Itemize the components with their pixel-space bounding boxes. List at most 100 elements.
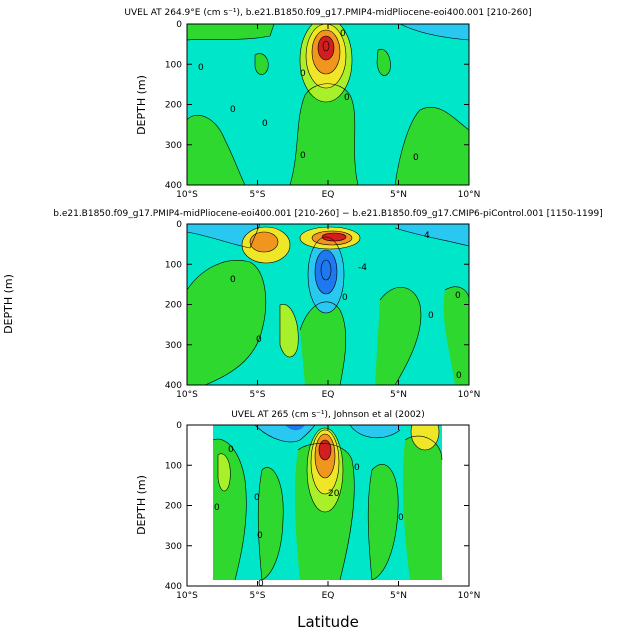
y-tick-label: 300 — [165, 542, 182, 552]
y-tick-label: 300 — [165, 141, 182, 151]
x-tick-label: EQ — [322, 390, 335, 400]
y-tick-label: 0 — [176, 20, 182, 30]
panel-1-contours — [187, 24, 469, 185]
panel-2-contour-labels: 4 -4 0 0 0 0 0 0 — [230, 231, 462, 381]
panel-2-plot-area: 4 -4 0 0 0 0 0 0 — [187, 224, 469, 385]
panel-2-contour-label: 0 — [456, 371, 462, 381]
panel-2-y-axis-label: DEPTH (m) — [2, 274, 15, 334]
panel-3-y-axis-label: DEPTH (m) — [135, 475, 148, 535]
panel-1-contour-label: 0 — [300, 151, 306, 161]
panel-3-contour-label: 20 — [328, 489, 340, 499]
panel-2-cyan-surface-west — [187, 224, 260, 248]
panel-2-contour-label: 0 — [455, 291, 461, 301]
panel-2-contour-label: 0 — [256, 335, 262, 345]
x-tick-label: 10°S — [176, 190, 198, 200]
panel-3-contour-label: 0 — [214, 503, 220, 513]
panel-2-green-north — [375, 287, 421, 385]
panel-3-light-green-blob — [218, 453, 231, 492]
panel-2-contour-label: 0 — [428, 311, 434, 321]
panel-2-contours — [187, 224, 469, 385]
y-tick-label: 0 — [176, 421, 182, 431]
y-tick-label: 300 — [165, 341, 182, 351]
y-tick-label: 100 — [165, 461, 182, 471]
panel-1-shallow-green — [187, 24, 274, 40]
panel-2-cyan-surface-east — [395, 224, 469, 246]
x-tick-label: 5°N — [390, 591, 407, 601]
y-tick-label: 400 — [165, 582, 182, 592]
y-tick-label: 200 — [165, 101, 182, 111]
panel-1-contour-label: 0 — [300, 69, 306, 79]
panel-3-contour-label: 0 — [354, 463, 360, 473]
panel-3: UVEL AT 265 (cm s⁻¹), Johnson et al (200… — [135, 410, 470, 631]
panel-1-cyan-surface — [400, 24, 469, 40]
panel-3-core-ring-4 — [319, 440, 331, 460]
x-tick-label: 5°N — [390, 390, 407, 400]
panel-1-contour-label: 0 — [340, 29, 346, 39]
panel-1-green-equator — [290, 83, 358, 185]
y-tick-label: 200 — [165, 301, 182, 311]
y-tick-label: 100 — [165, 260, 182, 270]
panel-3-plot-area: 0 0 0 0 0 0 20 0 — [212, 425, 443, 589]
panel-1-contour-label: 0 — [413, 153, 419, 163]
x-tick-label: 10°N — [458, 390, 481, 400]
x-tick-label: 5°S — [250, 591, 266, 601]
panel-3-green-east — [402, 436, 442, 580]
panel-3-contour-label: 0 — [257, 531, 263, 541]
panel-3-missing-data — [218, 580, 442, 586]
panel-1-contour-label: 0 — [198, 63, 204, 73]
panel-1-title: UVEL AT 264.9°E (cm s⁻¹), b.e21.B1850.f0… — [124, 8, 531, 18]
y-tick-label: 200 — [165, 502, 182, 512]
panel-3-contour-label: 0 — [398, 513, 404, 523]
panel-2-contour-label: 4 — [424, 231, 430, 241]
panel-2-green-west — [187, 260, 266, 385]
panel-1-green-blob-2 — [377, 49, 391, 76]
panel-2-contour-label: -4 — [358, 263, 367, 273]
panel-1-contour-label: 0 — [344, 93, 350, 103]
panel-1-plot-area: 0 0 0 0 0 0 0 0 — [187, 24, 469, 185]
panel-3-contour-label: 0 — [258, 579, 264, 589]
y-tick-label: 100 — [165, 60, 182, 70]
panel-3-x-axis-label: Latitude — [297, 613, 359, 631]
x-tick-label: 10°N — [458, 591, 481, 601]
panel-3-cyan-surface-2 — [350, 425, 402, 438]
panel-2-positive-core-ring-3 — [322, 233, 346, 241]
x-tick-label: 5°S — [250, 190, 266, 200]
panel-3-title: UVEL AT 265 (cm s⁻¹), Johnson et al (200… — [231, 410, 425, 420]
panel-3-green-north — [368, 464, 399, 580]
x-tick-label: 10°S — [176, 591, 198, 601]
x-tick-label: 10°N — [458, 190, 481, 200]
panel-2-green-east — [443, 286, 469, 385]
panel-1-green-northeast — [395, 107, 469, 185]
panel-2-positive-west-ring-2 — [250, 232, 278, 252]
panel-3-contours — [212, 425, 443, 581]
panel-3-contour-labels: 0 0 0 0 0 0 20 0 — [214, 445, 404, 589]
panel-3-contour-label: 0 — [228, 445, 234, 455]
y-tick-label: 400 — [165, 381, 182, 391]
panel-1-green-blob-1 — [255, 53, 269, 75]
panel-1-core-ring-4 — [318, 36, 334, 60]
panel-2-light-green-blob — [280, 304, 299, 358]
panel-2: b.e21.B1850.f09_g17.PMIP4-midPliocene-eo… — [2, 209, 603, 386]
panel-1-contour-label: 0 — [230, 105, 236, 115]
x-tick-label: EQ — [322, 591, 335, 601]
x-tick-label: 10°S — [176, 390, 198, 400]
x-tick-label: EQ — [322, 190, 335, 200]
panel-2-contour-label: 0 — [230, 275, 236, 285]
panel-3-yellow-northeast — [411, 425, 439, 450]
panel-2-title: b.e21.B1850.f09_g17.PMIP4-midPliocene-eo… — [53, 209, 603, 219]
panel-2-contour-label: 0 — [342, 293, 348, 303]
panel-1-contour-label: 0 — [262, 119, 268, 129]
panel-3-contour-label: 0 — [254, 493, 260, 503]
x-tick-label: 5°S — [250, 390, 266, 400]
panel-1-green-southwest — [187, 115, 245, 185]
panel-3-blue-surface — [285, 425, 305, 431]
panel-1-y-axis-label: DEPTH (m) — [135, 75, 148, 135]
y-tick-label: 400 — [165, 181, 182, 191]
panel-1-contour-labels: 0 0 0 0 0 0 0 0 — [198, 29, 419, 163]
y-tick-label: 0 — [176, 220, 182, 230]
x-tick-label: 5°N — [390, 190, 407, 200]
panel-3-green-west-2 — [258, 467, 284, 580]
panel-2-negative-ring-2 — [315, 250, 337, 294]
